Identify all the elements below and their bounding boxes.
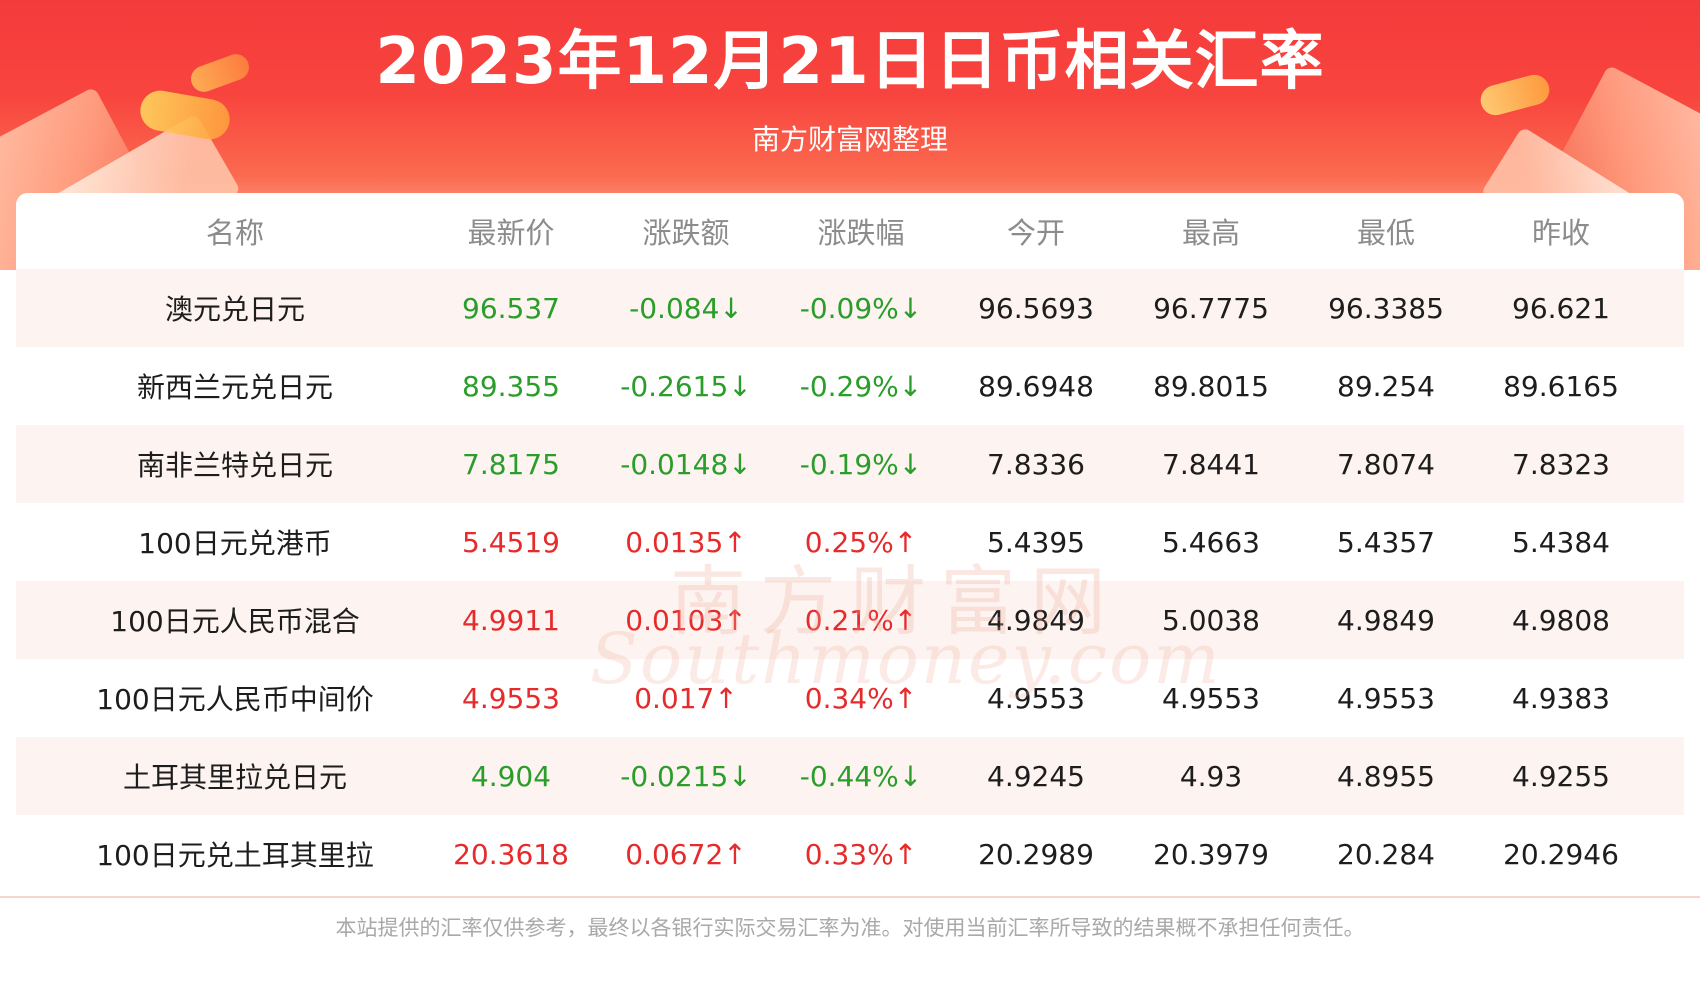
cell-change: -0.0215↓ (620, 759, 752, 793)
cell-high: 7.8441 (1162, 447, 1260, 481)
table-row: 澳元兑日元 96.537 -0.084↓ -0.09%↓ 96.5693 96.7775 9… (16, 269, 1684, 347)
cell-change: -0.2615↓ (620, 369, 752, 403)
cell-high: 4.9553 (1162, 681, 1260, 715)
page-subtitle: 南方财富网整理 (751, 123, 948, 156)
footer-disclaimer: 本站提供的汇率仅供参考，最终以各银行实际交易汇率为准。对使用当前汇率所导致的结果… (335, 916, 1365, 940)
cell-change-pct: -0.19%↓ (799, 447, 923, 481)
cell-prev-close: 20.2946 (1503, 837, 1619, 871)
cell-low: 20.284 (1337, 837, 1435, 871)
column-header-high: 最高 (1181, 216, 1240, 250)
cell-open: 4.9849 (987, 603, 1085, 637)
cell-change: 0.017↑ (634, 681, 738, 715)
cell-change-pct: 0.34%↑ (804, 681, 918, 715)
cell-latest: 4.9553 (462, 681, 560, 715)
table-row: 土耳其里拉兑日元 4.904 -0.0215↓ -0.44%↓ 4.9245 4.93 4.… (16, 737, 1684, 815)
column-header-open: 今开 (1006, 216, 1065, 250)
cell-high: 96.7775 (1153, 291, 1269, 325)
cell-high: 20.3979 (1153, 837, 1269, 871)
cell-change-pct: 0.25%↑ (804, 525, 918, 559)
cell-name: 100日元兑港币 (138, 527, 332, 560)
footer-divider (0, 896, 1700, 898)
column-header-prev-close: 昨收 (1531, 216, 1590, 250)
cell-open: 96.5693 (978, 291, 1094, 325)
table-row: 100日元兑土耳其里拉 20.3618 0.0672↑ 0.33%↑ 20.2989 20… (16, 815, 1684, 893)
cell-low: 4.8955 (1337, 759, 1435, 793)
column-header-low: 最低 (1356, 216, 1415, 250)
cell-change-pct: 0.21%↑ (804, 603, 918, 637)
cell-prev-close: 5.4384 (1512, 525, 1610, 559)
table-row: 南非兰特兑日元 7.8175 -0.0148↓ -0.19%↓ 7.8336 7.8441… (16, 425, 1684, 503)
cell-change: 0.0135↑ (625, 525, 747, 559)
cell-open: 4.9553 (987, 681, 1085, 715)
cell-open: 89.6948 (978, 369, 1094, 403)
cell-name: 100日元兑土耳其里拉 (96, 839, 374, 872)
cell-latest: 20.3618 (453, 837, 569, 871)
cell-prev-close: 4.9808 (1512, 603, 1610, 637)
table-row: 100日元人民币混合 4.9911 0.0103↑ 0.21%↑ 4.9849 5.003… (16, 581, 1684, 659)
cell-prev-close: 4.9255 (1512, 759, 1610, 793)
cell-high: 5.4663 (1162, 525, 1260, 559)
cell-change: -0.0148↓ (620, 447, 752, 481)
table-header-row: 名称 最新价 涨跌额 涨跌幅 今开 最高 最低 昨收 (16, 193, 1684, 269)
cell-low: 4.9553 (1337, 681, 1435, 715)
column-header-name: 名称 (205, 216, 264, 250)
cell-high: 4.93 (1179, 759, 1243, 793)
page-title: 2023年12月21日日币相关汇率 (375, 25, 1325, 99)
cell-name: 南非兰特兑日元 (136, 449, 333, 482)
cell-latest: 96.537 (462, 291, 560, 325)
cell-open: 4.9245 (987, 759, 1085, 793)
cell-name: 100日元人民币混合 (110, 605, 360, 638)
cell-latest: 4.904 (470, 759, 552, 793)
cell-name: 100日元人民币中间价 (96, 683, 374, 716)
cell-name: 新西兰元兑日元 (136, 371, 333, 404)
cell-change-pct: -0.29%↓ (799, 369, 923, 403)
cell-change: -0.084↓ (629, 291, 743, 325)
cell-change-pct: -0.09%↓ (799, 291, 923, 325)
cell-prev-close: 7.8323 (1512, 447, 1610, 481)
cell-prev-close: 4.9383 (1512, 681, 1610, 715)
table-row: 100日元人民币中间价 4.9553 0.017↑ 0.34%↑ 4.9553 4.955… (16, 659, 1684, 737)
cell-latest: 7.8175 (462, 447, 560, 481)
cell-low: 7.8074 (1337, 447, 1435, 481)
cell-high: 5.0038 (1162, 603, 1260, 637)
cell-open: 20.2989 (978, 837, 1094, 871)
table-row: 100日元兑港币 5.4519 0.0135↑ 0.25%↑ 5.4395 5.4663 5… (16, 503, 1684, 581)
cell-low: 96.3385 (1328, 291, 1444, 325)
cell-prev-close: 96.621 (1512, 291, 1610, 325)
cell-latest: 4.9911 (462, 603, 560, 637)
cell-change-pct: 0.33%↑ (804, 837, 918, 871)
cell-low: 4.9849 (1337, 603, 1435, 637)
cell-open: 7.8336 (987, 447, 1085, 481)
cell-latest: 5.4519 (462, 525, 560, 559)
cell-change-pct: -0.44%↓ (799, 759, 923, 793)
column-header-change-pct: 涨跌幅 (817, 216, 905, 250)
cell-name: 土耳其里拉兑日元 (122, 761, 347, 794)
cell-latest: 89.355 (462, 369, 560, 403)
cell-high: 89.8015 (1153, 369, 1269, 403)
column-header-change: 涨跌额 (642, 216, 730, 250)
table-row: 新西兰元兑日元 89.355 -0.2615↓ -0.29%↓ 89.6948 89.80… (16, 347, 1684, 425)
cell-low: 89.254 (1337, 369, 1435, 403)
column-header-latest: 最新价 (467, 216, 555, 250)
cell-change: 0.0103↑ (625, 603, 747, 637)
cell-prev-close: 89.6165 (1503, 369, 1619, 403)
cell-low: 5.4357 (1337, 525, 1435, 559)
rate-table-card: 名称 最新价 涨跌额 涨跌幅 今开 最高 最低 昨收 澳元兑日元 96.537 -0… (16, 193, 1684, 898)
cell-change: 0.0672↑ (625, 837, 747, 871)
cell-open: 5.4395 (987, 525, 1085, 559)
cell-name: 澳元兑日元 (164, 293, 305, 326)
